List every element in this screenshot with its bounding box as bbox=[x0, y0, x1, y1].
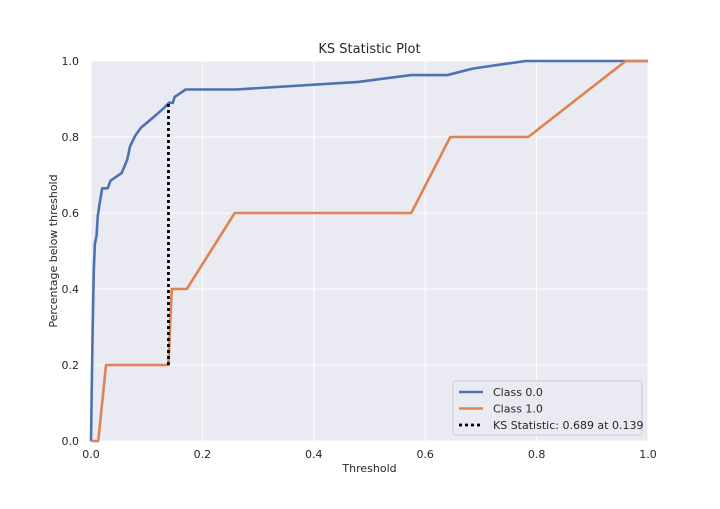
y-tick-label: 0.8 bbox=[62, 131, 80, 144]
legend: Class 0.0 Class 1.0 KS Statistic: 0.689 at… bbox=[452, 380, 643, 436]
y-tick-label: 0.4 bbox=[62, 283, 80, 296]
y-tick-label: 0.2 bbox=[62, 359, 80, 372]
chart-title: KS Statistic Plot bbox=[318, 42, 420, 57]
y-tick-label: 0.6 bbox=[62, 207, 80, 220]
plot-background bbox=[91, 61, 648, 441]
x-axis-label: Threshold bbox=[341, 462, 396, 475]
series-line-class-0-0 bbox=[89, 59, 648, 442]
y-tick-label: 0.0 bbox=[62, 435, 80, 448]
legend-label: Class 1.0 bbox=[493, 403, 543, 416]
x-tick-label: 0.0 bbox=[82, 448, 100, 461]
x-tick-label: 0.4 bbox=[305, 448, 323, 461]
x-tick-label: 0.2 bbox=[194, 448, 212, 461]
x-tick-label: 0.6 bbox=[416, 448, 434, 461]
series-line-class-1-0 bbox=[91, 59, 648, 443]
x-tick-label: 1.0 bbox=[639, 448, 657, 461]
y-tick-label: 1.0 bbox=[62, 55, 80, 68]
legend-box bbox=[452, 380, 643, 436]
y-axis-label: Percentage below threshold bbox=[47, 174, 60, 327]
legend-label: Class 0.0 bbox=[493, 386, 543, 399]
legend-label: KS Statistic: 0.689 at 0.139 bbox=[493, 419, 643, 432]
x-tick-label: 0.8 bbox=[528, 448, 546, 461]
